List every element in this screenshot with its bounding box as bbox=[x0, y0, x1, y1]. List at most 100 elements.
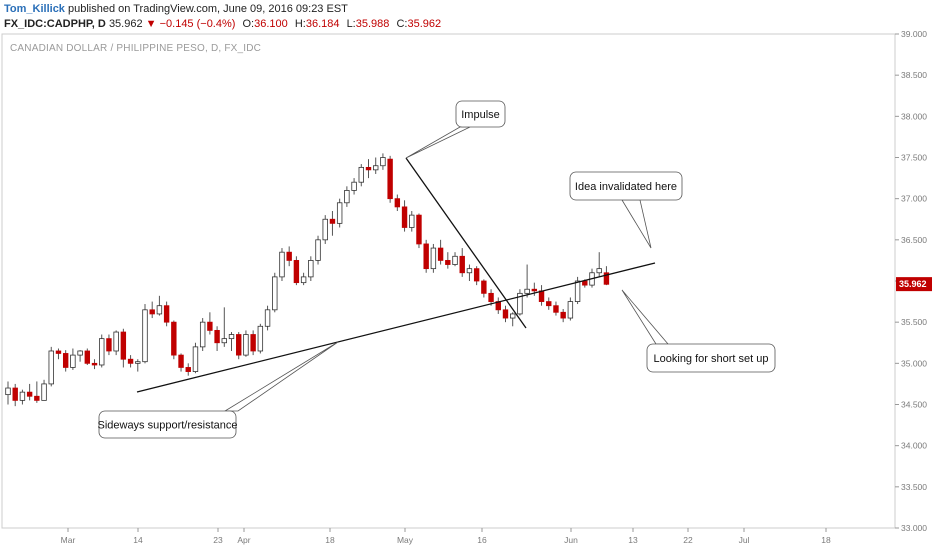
candle[interactable] bbox=[228, 332, 235, 351]
candle[interactable] bbox=[459, 248, 465, 277]
candle[interactable] bbox=[221, 307, 227, 347]
candle[interactable] bbox=[430, 243, 437, 273]
short-setup-callout[interactable]: Looking for short set up bbox=[621, 289, 776, 373]
candle[interactable] bbox=[243, 330, 249, 357]
candle[interactable] bbox=[560, 308, 566, 323]
impulse-callout[interactable]: Impulse bbox=[405, 100, 506, 159]
candle[interactable] bbox=[178, 353, 184, 372]
invalidated-callout[interactable]: Idea invalidated here bbox=[569, 171, 683, 249]
candle[interactable] bbox=[257, 323, 264, 354]
candle[interactable] bbox=[502, 305, 509, 323]
candle[interactable] bbox=[149, 301, 155, 319]
candle[interactable] bbox=[423, 239, 429, 273]
callout-tail bbox=[621, 289, 669, 345]
candle[interactable] bbox=[207, 312, 213, 335]
symbol-label[interactable]: FX_IDC:CADPHP, D bbox=[4, 18, 106, 30]
candle[interactable] bbox=[574, 276, 581, 305]
candle[interactable] bbox=[445, 252, 451, 269]
candle[interactable] bbox=[300, 272, 307, 286]
callout-tail bbox=[405, 126, 471, 159]
candle[interactable] bbox=[264, 305, 271, 331]
candle[interactable] bbox=[553, 301, 559, 316]
candle[interactable] bbox=[127, 355, 134, 368]
candle[interactable] bbox=[365, 159, 372, 179]
drawings-layer bbox=[136, 157, 656, 393]
candle[interactable] bbox=[19, 389, 26, 405]
y-tick-label: 36.500 bbox=[901, 235, 927, 245]
support-callout[interactable]: Sideways support/resistance bbox=[97, 341, 339, 439]
candle[interactable] bbox=[488, 289, 494, 306]
candle[interactable] bbox=[156, 295, 163, 316]
candle[interactable] bbox=[329, 211, 336, 236]
candle[interactable] bbox=[286, 246, 292, 267]
candle[interactable] bbox=[394, 194, 401, 212]
candle[interactable] bbox=[481, 279, 487, 298]
candle[interactable] bbox=[351, 178, 357, 195]
candle[interactable] bbox=[524, 264, 530, 298]
candle[interactable] bbox=[416, 213, 422, 249]
candle-body-up bbox=[351, 181, 357, 191]
candle-body-up bbox=[322, 218, 328, 241]
candle[interactable] bbox=[192, 342, 199, 374]
candle[interactable] bbox=[466, 264, 473, 281]
candle[interactable] bbox=[308, 256, 314, 281]
candle-body-up bbox=[5, 387, 11, 396]
impulse-line[interactable] bbox=[405, 157, 527, 329]
candle-body-down bbox=[437, 247, 444, 261]
candle[interactable] bbox=[473, 266, 480, 286]
candle[interactable] bbox=[373, 157, 379, 174]
candle[interactable] bbox=[171, 320, 177, 360]
candle-body-down bbox=[62, 353, 69, 368]
candle[interactable] bbox=[279, 248, 285, 281]
candle[interactable] bbox=[336, 198, 343, 228]
candle[interactable] bbox=[517, 289, 523, 316]
candle[interactable] bbox=[250, 330, 256, 356]
candle[interactable] bbox=[26, 383, 33, 401]
candle[interactable] bbox=[106, 334, 112, 356]
candle[interactable] bbox=[387, 155, 393, 203]
candle[interactable] bbox=[596, 252, 602, 277]
candle[interactable] bbox=[380, 153, 386, 170]
candle[interactable] bbox=[185, 363, 191, 376]
candle[interactable] bbox=[55, 348, 62, 360]
candle[interactable] bbox=[358, 164, 364, 187]
candle[interactable] bbox=[344, 186, 350, 207]
candle[interactable] bbox=[322, 215, 328, 244]
candle[interactable] bbox=[34, 381, 40, 403]
candle[interactable] bbox=[452, 252, 458, 267]
candle[interactable] bbox=[509, 312, 516, 327]
candle[interactable] bbox=[409, 211, 415, 232]
candle[interactable] bbox=[84, 348, 91, 365]
candle[interactable] bbox=[163, 301, 170, 327]
candle[interactable] bbox=[91, 359, 98, 370]
candle[interactable] bbox=[315, 235, 321, 265]
candle[interactable] bbox=[99, 334, 105, 368]
candle[interactable] bbox=[62, 350, 69, 372]
author-link[interactable]: Tom_Killick bbox=[4, 3, 65, 15]
candle[interactable] bbox=[113, 330, 119, 356]
candle[interactable] bbox=[12, 383, 18, 407]
candle[interactable] bbox=[199, 318, 206, 351]
candle-body-down bbox=[106, 338, 112, 352]
support-resistance-line[interactable] bbox=[136, 262, 656, 393]
candle[interactable] bbox=[5, 381, 11, 405]
candle[interactable] bbox=[70, 348, 76, 370]
candle[interactable] bbox=[272, 272, 278, 313]
candle[interactable] bbox=[538, 285, 545, 306]
candle[interactable] bbox=[142, 304, 148, 364]
candle-body-up bbox=[315, 239, 321, 261]
candle[interactable] bbox=[77, 350, 83, 362]
candle[interactable] bbox=[437, 239, 444, 265]
candle[interactable] bbox=[567, 297, 574, 321]
candle[interactable] bbox=[48, 346, 54, 387]
candle[interactable] bbox=[546, 297, 552, 310]
candle[interactable] bbox=[214, 326, 220, 351]
candle[interactable] bbox=[41, 379, 47, 401]
candle[interactable] bbox=[495, 297, 501, 314]
candle[interactable] bbox=[293, 256, 300, 286]
candle[interactable] bbox=[135, 359, 141, 372]
candle[interactable] bbox=[120, 328, 127, 368]
candle[interactable] bbox=[401, 200, 408, 232]
candle[interactable] bbox=[236, 332, 242, 360]
